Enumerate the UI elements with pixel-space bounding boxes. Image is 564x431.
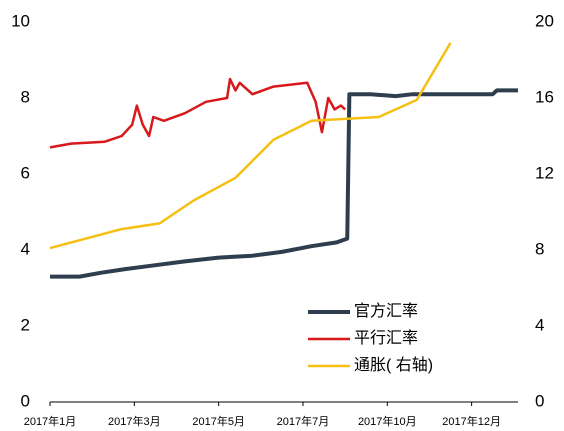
y-tick-label: 6 <box>21 163 30 182</box>
y2-tick-label: 20 <box>535 11 554 30</box>
legend-label: 官方汇率 <box>354 302 418 320</box>
line-series <box>49 42 452 250</box>
x-tick-label: 2017年10月 <box>358 414 417 428</box>
legend-label: 通胀( 右轴) <box>354 356 433 374</box>
y-tick-label: 10 <box>11 11 30 30</box>
x-tick-label: 2017年12月 <box>442 414 501 428</box>
x-tick-label: 2017年1月 <box>24 414 77 428</box>
y2-tick-label: 12 <box>535 163 554 182</box>
x-tick-label: 2017年5月 <box>192 414 245 428</box>
line-series <box>50 88 518 279</box>
y2-tick-label: 0 <box>535 391 544 410</box>
y-tick-label: 0 <box>21 391 30 410</box>
y2-tick-label: 4 <box>535 315 544 334</box>
y-tick-label: 4 <box>21 239 30 258</box>
y2-tick-label: 16 <box>535 87 554 106</box>
y-tick-label: 8 <box>21 87 30 106</box>
y2-tick-label: 8 <box>535 239 544 258</box>
x-tick-label: 2017年7月 <box>277 414 330 428</box>
y-tick-label: 2 <box>21 315 30 334</box>
x-tick-label: 2017年3月 <box>108 414 161 428</box>
line-series <box>49 77 346 149</box>
legend-label: 平行汇率 <box>354 329 418 347</box>
